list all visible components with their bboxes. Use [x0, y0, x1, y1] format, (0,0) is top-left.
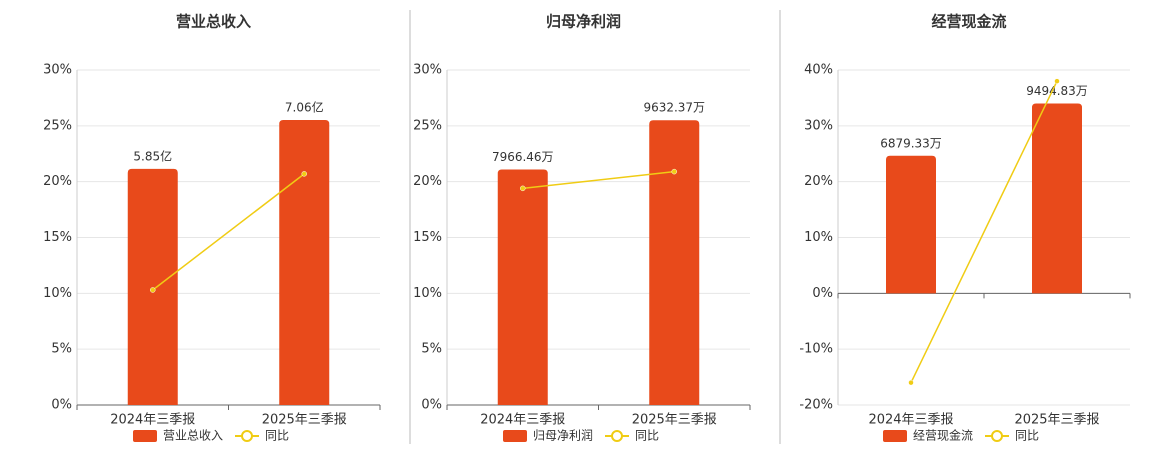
legend-label: 营业总收入 [163, 429, 223, 443]
y-tick-label: 5% [51, 342, 72, 357]
legend-swatch [883, 430, 907, 442]
chart-title: 经营现金流 [931, 13, 1006, 31]
bar [127, 168, 178, 405]
legend-swatch [611, 430, 623, 442]
y-tick-label: -20% [799, 398, 833, 413]
y-tick-label: 10% [43, 286, 72, 301]
bar [649, 120, 700, 406]
y-tick-label: 0% [421, 398, 442, 413]
line [152, 173, 305, 291]
y-tick-label: 15% [413, 230, 442, 245]
legend-label: 归母净利润 [533, 429, 593, 443]
legend-label: 同比 [265, 429, 289, 443]
value-label: 9632.37万 [643, 101, 705, 115]
x-tick-label: 2025年三季报 [262, 413, 347, 428]
bar [1032, 103, 1082, 294]
line-point [671, 168, 677, 175]
y-tick-label: 25% [43, 118, 72, 133]
legend-label: 同比 [635, 429, 659, 443]
legend-swatch [241, 430, 253, 442]
y-tick-label: 30% [804, 118, 833, 133]
y-tick-label: 0% [812, 286, 833, 301]
y-tick-label: -10% [799, 342, 833, 357]
legend-label: 经营现金流 [913, 428, 973, 443]
value-label: 6879.33万 [880, 136, 942, 150]
y-tick-label: 10% [804, 230, 833, 245]
x-tick-label: 2024年三季报 [480, 413, 565, 428]
line [522, 170, 675, 190]
line-point [520, 185, 526, 192]
x-tick-label: 2024年三季报 [110, 413, 195, 428]
y-tick-label: 15% [43, 230, 72, 245]
line-point [150, 287, 156, 293]
value-label: 9494.83万 [1026, 84, 1088, 98]
y-tick-label: 20% [413, 174, 442, 189]
legend-swatch [133, 430, 157, 442]
legend-swatch [503, 430, 527, 442]
y-tick-label: 10% [413, 286, 442, 301]
bar [497, 169, 548, 405]
value-label: 7.06亿 [285, 100, 324, 115]
legend-label: 同比 [1015, 429, 1039, 443]
line [910, 80, 1058, 383]
y-tick-label: 25% [413, 118, 442, 133]
x-tick-label: 2024年三季报 [868, 413, 953, 428]
value-label: 7966.46万 [492, 150, 554, 164]
line-point [1054, 78, 1060, 84]
x-tick-label: 2025年三季报 [632, 413, 717, 428]
y-tick-label: 30% [413, 63, 442, 78]
y-tick-label: 5% [421, 342, 442, 357]
bar [886, 155, 936, 294]
bar [279, 120, 330, 406]
chart-title: 营业总收入 [176, 13, 251, 31]
x-tick-label: 2025年三季报 [1014, 413, 1099, 428]
value-label: 5.85亿 [133, 148, 172, 163]
y-tick-label: 0% [51, 398, 72, 413]
line-point [301, 171, 307, 177]
y-tick-label: 30% [43, 63, 72, 78]
line-point [908, 379, 914, 386]
chart-title: 归母净利润 [546, 13, 621, 31]
y-tick-label: 20% [43, 174, 72, 189]
y-tick-label: 20% [804, 174, 833, 189]
y-tick-label: 40% [804, 63, 833, 78]
legend-swatch [991, 430, 1003, 442]
